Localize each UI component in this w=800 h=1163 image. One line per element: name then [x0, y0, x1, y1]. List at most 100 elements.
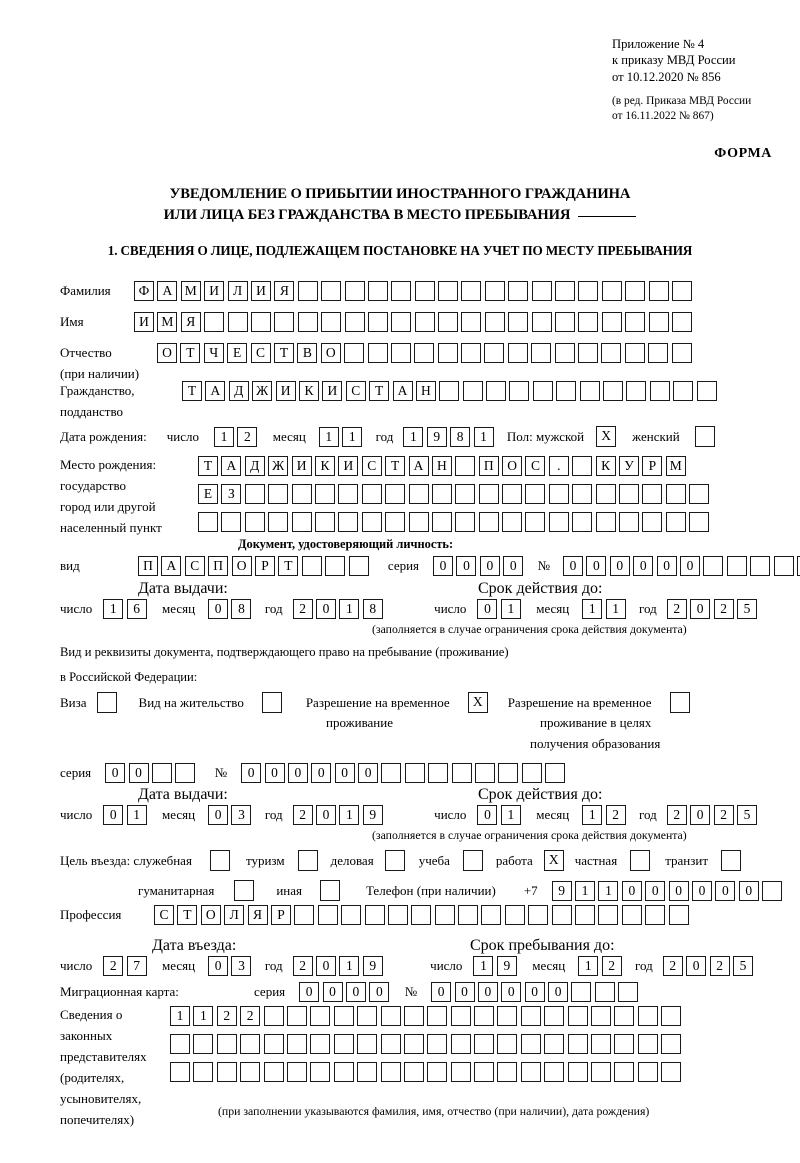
char-cell[interactable]: [325, 556, 346, 576]
char-cell[interactable]: [595, 484, 616, 504]
checkbox-visa[interactable]: [96, 692, 117, 713]
char-cell[interactable]: [380, 1062, 401, 1082]
char-cell[interactable]: 0: [316, 805, 336, 825]
char-cell[interactable]: [455, 456, 476, 476]
char-cell[interactable]: [321, 281, 342, 301]
char-cell[interactable]: [268, 512, 289, 532]
char-cell[interactable]: 1: [582, 599, 603, 619]
char-cell[interactable]: 3: [231, 956, 252, 976]
char-cell[interactable]: [598, 905, 619, 925]
char-cell[interactable]: [333, 1034, 354, 1054]
char-cell[interactable]: [216, 1034, 237, 1054]
char-cell[interactable]: П: [208, 556, 229, 576]
char-cell[interactable]: Т: [180, 343, 201, 363]
char-cell[interactable]: И: [204, 281, 225, 301]
char-cell[interactable]: 2: [666, 599, 687, 619]
char-cell[interactable]: [525, 484, 546, 504]
char-cell[interactable]: [333, 1006, 354, 1026]
char-cell[interactable]: [502, 484, 523, 504]
char-cell[interactable]: [484, 281, 505, 301]
char-cell[interactable]: Т: [182, 381, 202, 401]
char-cell[interactable]: [497, 1034, 518, 1054]
char-cell[interactable]: 2: [666, 805, 687, 825]
char-cell[interactable]: 0: [105, 763, 126, 783]
char-cell[interactable]: [531, 281, 552, 301]
char-cell[interactable]: [665, 512, 686, 532]
char-cell[interactable]: Т: [177, 905, 198, 925]
char-cell[interactable]: [601, 312, 622, 332]
char-cell[interactable]: [291, 512, 312, 532]
char-cell[interactable]: [637, 1034, 658, 1054]
char-cell[interactable]: 0: [287, 763, 308, 783]
checkbox-purpose-humanitarian[interactable]: [234, 880, 255, 901]
char-cell[interactable]: [661, 1006, 682, 1026]
char-cell[interactable]: [361, 512, 382, 532]
char-cell[interactable]: [450, 1034, 471, 1054]
char-cell[interactable]: [649, 381, 670, 401]
char-cell[interactable]: [170, 1062, 190, 1082]
char-cell[interactable]: О: [157, 343, 177, 363]
char-cell[interactable]: [508, 281, 529, 301]
char-cell[interactable]: 0: [668, 880, 689, 901]
char-cell[interactable]: 9: [426, 426, 447, 447]
char-cell[interactable]: С: [184, 556, 205, 576]
char-cell[interactable]: [227, 312, 248, 332]
char-cell[interactable]: [408, 512, 429, 532]
char-cell[interactable]: [595, 512, 616, 532]
char-cell[interactable]: [703, 556, 724, 576]
char-cell[interactable]: [621, 905, 642, 925]
char-cell[interactable]: [338, 512, 359, 532]
char-cell[interactable]: [263, 1034, 284, 1054]
char-cell[interactable]: 1: [473, 426, 494, 447]
checkbox-temp-edu[interactable]: [669, 692, 690, 713]
char-cell[interactable]: И: [291, 456, 312, 476]
char-cell[interactable]: П: [478, 456, 499, 476]
char-cell[interactable]: [520, 1034, 541, 1054]
char-cell[interactable]: [428, 763, 449, 783]
char-cell[interactable]: [750, 556, 771, 576]
checkbox-purpose-business[interactable]: [384, 850, 405, 871]
char-cell[interactable]: 2: [292, 956, 313, 976]
char-cell[interactable]: [170, 1034, 190, 1054]
char-cell[interactable]: 0: [548, 982, 569, 1002]
char-cell[interactable]: [263, 1062, 284, 1082]
char-cell[interactable]: [504, 905, 525, 925]
char-cell[interactable]: [578, 312, 599, 332]
char-cell[interactable]: [502, 512, 523, 532]
char-cell[interactable]: 1: [126, 805, 147, 825]
char-cell[interactable]: 0: [456, 556, 477, 576]
char-cell[interactable]: 2: [292, 805, 313, 825]
char-cell[interactable]: [673, 381, 694, 401]
char-cell[interactable]: [556, 381, 577, 401]
char-cell[interactable]: 2: [601, 956, 622, 976]
char-cell[interactable]: [403, 1062, 424, 1082]
char-cell[interactable]: [403, 1006, 424, 1026]
char-cell[interactable]: Т: [278, 556, 299, 576]
char-cell[interactable]: Д: [228, 381, 249, 401]
char-cell[interactable]: [244, 484, 265, 504]
char-cell[interactable]: [567, 1062, 588, 1082]
char-cell[interactable]: [572, 456, 593, 476]
char-cell[interactable]: [645, 905, 666, 925]
char-cell[interactable]: [474, 1006, 495, 1026]
char-cell[interactable]: [450, 1062, 471, 1082]
char-cell[interactable]: 0: [311, 763, 332, 783]
char-cell[interactable]: 2: [709, 956, 730, 976]
char-cell[interactable]: [458, 905, 479, 925]
char-cell[interactable]: [567, 1034, 588, 1054]
checkbox-temp-residence[interactable]: X: [467, 692, 488, 713]
char-cell[interactable]: [310, 1006, 331, 1026]
char-cell[interactable]: [387, 905, 408, 925]
char-cell[interactable]: [310, 1062, 331, 1082]
char-cell[interactable]: У: [619, 456, 640, 476]
char-cell[interactable]: 8: [450, 426, 471, 447]
char-cell[interactable]: [544, 1062, 565, 1082]
